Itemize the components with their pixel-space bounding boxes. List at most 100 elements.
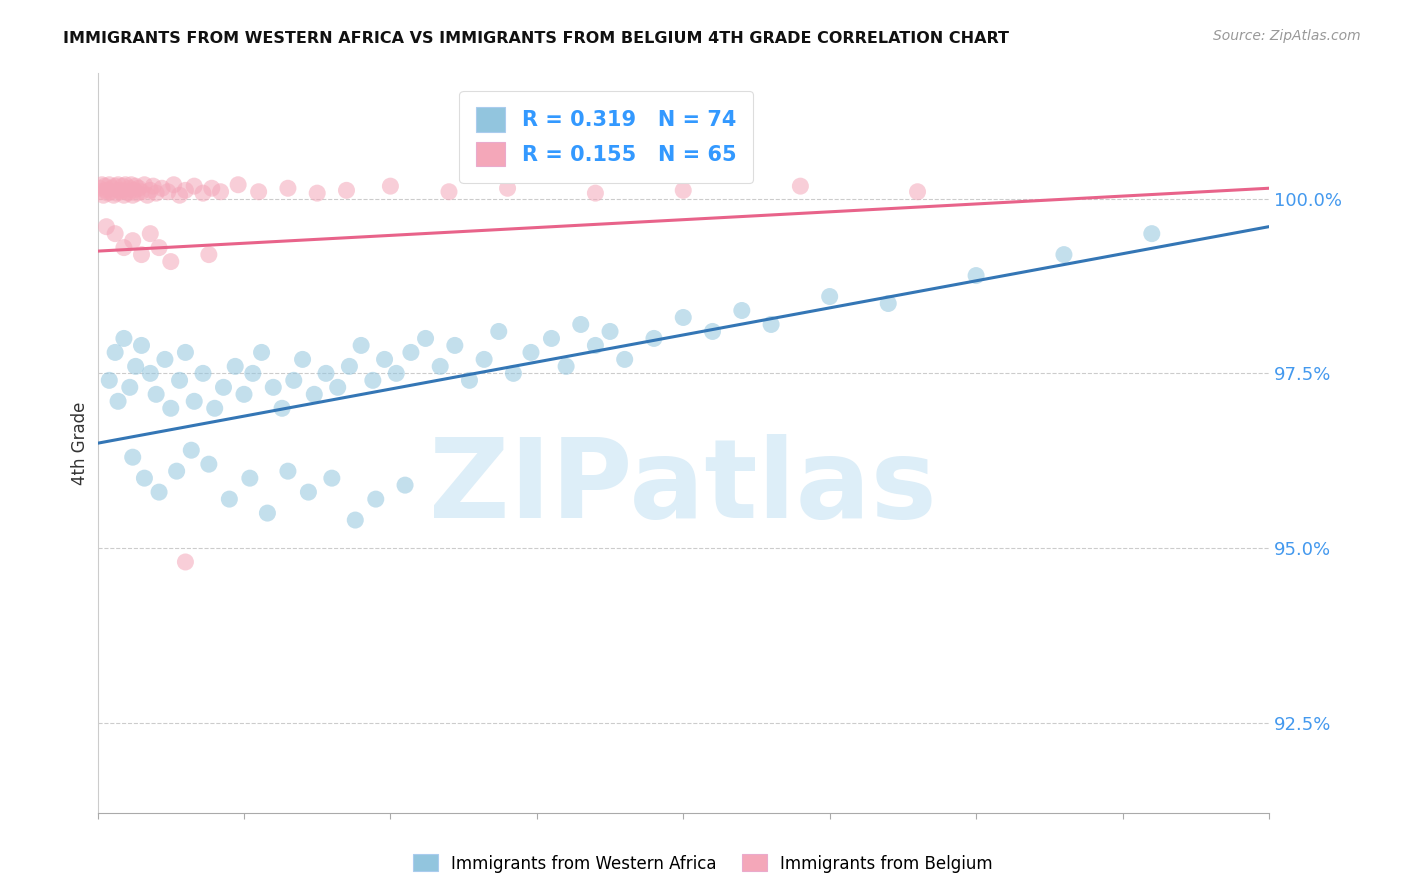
Point xyxy=(488,325,510,339)
Point xyxy=(458,373,481,387)
Point xyxy=(198,457,221,471)
Point xyxy=(672,310,695,325)
Point xyxy=(87,181,110,195)
Point xyxy=(277,464,299,478)
Point xyxy=(114,178,136,192)
Point xyxy=(183,394,205,409)
Point xyxy=(502,367,524,381)
Point xyxy=(127,186,149,201)
Point xyxy=(139,183,162,197)
Point xyxy=(112,241,135,255)
Y-axis label: 4th Grade: 4th Grade xyxy=(72,401,89,485)
Point xyxy=(118,181,141,195)
Point xyxy=(1053,247,1076,261)
Point xyxy=(134,178,156,192)
Point xyxy=(105,186,128,201)
Point xyxy=(233,387,256,401)
Point xyxy=(256,506,278,520)
Point xyxy=(159,401,181,416)
Point xyxy=(121,188,143,202)
Point xyxy=(335,183,357,197)
Point xyxy=(96,219,118,234)
Point xyxy=(339,359,361,374)
Point xyxy=(555,359,578,374)
Point xyxy=(242,367,264,381)
Point xyxy=(247,185,270,199)
Point xyxy=(107,394,129,409)
Point xyxy=(145,186,167,201)
Point xyxy=(183,179,205,194)
Point xyxy=(262,380,284,394)
Point xyxy=(198,247,221,261)
Point xyxy=(191,367,214,381)
Point xyxy=(583,186,606,201)
Point xyxy=(374,352,396,367)
Point xyxy=(583,338,606,352)
Point xyxy=(672,183,695,197)
Point xyxy=(271,401,294,416)
Point xyxy=(124,179,146,194)
Text: IMMIGRANTS FROM WESTERN AFRICA VS IMMIGRANTS FROM BELGIUM 4TH GRADE CORRELATION : IMMIGRANTS FROM WESTERN AFRICA VS IMMIGR… xyxy=(63,31,1010,46)
Point xyxy=(364,492,387,507)
Point xyxy=(472,352,495,367)
Point xyxy=(759,318,782,332)
Point xyxy=(112,188,135,202)
Point xyxy=(104,227,127,241)
Point xyxy=(315,367,337,381)
Point xyxy=(104,179,127,194)
Point xyxy=(297,485,319,500)
Point xyxy=(415,331,437,345)
Point xyxy=(112,331,135,345)
Point xyxy=(304,387,326,401)
Point xyxy=(166,464,188,478)
Point xyxy=(174,183,197,197)
Point xyxy=(204,401,226,416)
Point xyxy=(250,345,273,359)
Point xyxy=(118,380,141,394)
Point xyxy=(136,188,159,202)
Point xyxy=(818,289,841,303)
Point xyxy=(380,179,402,194)
Point xyxy=(344,513,367,527)
Point xyxy=(101,181,124,195)
Point xyxy=(110,185,132,199)
Point xyxy=(148,241,170,255)
Point xyxy=(201,181,224,195)
Point xyxy=(326,380,349,394)
Point xyxy=(97,186,120,201)
Point xyxy=(569,318,592,332)
Point xyxy=(643,331,665,345)
Point xyxy=(103,188,125,202)
Point xyxy=(121,450,143,465)
Point xyxy=(731,303,754,318)
Point xyxy=(174,345,197,359)
Point xyxy=(169,373,191,387)
Point xyxy=(139,367,162,381)
Point xyxy=(104,345,127,359)
Point xyxy=(174,555,197,569)
Point xyxy=(91,178,114,192)
Point xyxy=(156,185,179,199)
Text: Source: ZipAtlas.com: Source: ZipAtlas.com xyxy=(1213,29,1361,43)
Point xyxy=(94,179,117,194)
Point xyxy=(121,234,143,248)
Point xyxy=(131,338,153,352)
Point xyxy=(443,338,465,352)
Point xyxy=(877,296,900,310)
Point xyxy=(218,492,240,507)
Point xyxy=(239,471,262,485)
Point xyxy=(496,181,519,195)
Point xyxy=(191,186,214,201)
Point xyxy=(907,185,929,199)
Point xyxy=(540,331,562,345)
Point xyxy=(226,178,249,192)
Legend: Immigrants from Western Africa, Immigrants from Belgium: Immigrants from Western Africa, Immigran… xyxy=(406,847,1000,880)
Point xyxy=(107,178,129,192)
Point xyxy=(148,485,170,500)
Point xyxy=(122,183,145,197)
Legend: R = 0.319   N = 74, R = 0.155   N = 65: R = 0.319 N = 74, R = 0.155 N = 65 xyxy=(460,91,754,183)
Point xyxy=(128,181,150,195)
Point xyxy=(350,338,373,352)
Point xyxy=(131,185,153,199)
Point xyxy=(613,352,636,367)
